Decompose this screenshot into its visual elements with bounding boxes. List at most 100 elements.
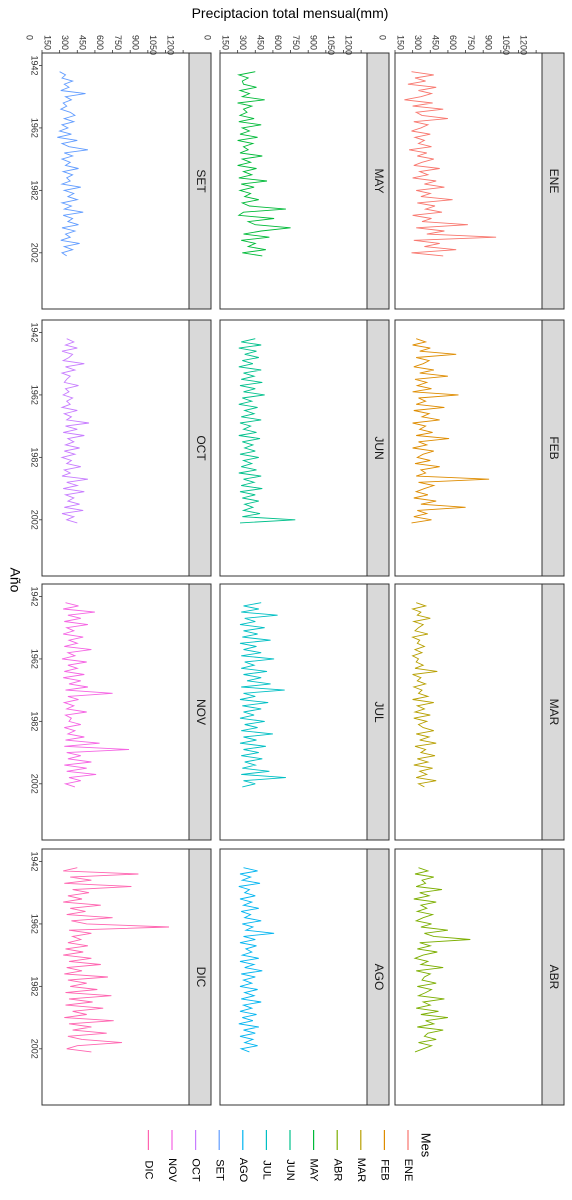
legend-label-jun: JUN <box>284 1159 296 1180</box>
strip-label-oct: OCT <box>194 435 208 461</box>
x-tick-label-dic-1982: 1982 <box>30 976 40 996</box>
series-line-jul <box>239 602 286 788</box>
y-tick-label-ene-300: 300 <box>413 35 423 50</box>
panel-ene <box>394 52 543 310</box>
y-tick-label-ene-600: 600 <box>448 35 458 50</box>
y-tick-label-may-450: 450 <box>256 35 266 50</box>
y-tick-label-may-750: 750 <box>291 35 301 50</box>
y-tick-label-set-750: 750 <box>113 35 123 50</box>
strip-dic <box>188 848 212 1106</box>
legend-label-jul: JUL <box>260 1160 272 1180</box>
y-tick-label-ene-1200: 1200 <box>519 35 529 55</box>
panel-abr <box>394 848 543 1106</box>
strip-label-dic: DIC <box>194 967 208 988</box>
panel-jun <box>219 319 368 577</box>
x-tick-label-nov-1982: 1982 <box>30 711 40 731</box>
strip-label-ago: AGO <box>372 964 386 991</box>
series-line-may <box>237 71 291 257</box>
legend-label-dic: DIC <box>142 1161 154 1180</box>
legend-title: Mes <box>419 1133 434 1158</box>
y-tick-label-may-0: 0 <box>203 35 213 40</box>
legend-label-set: SET <box>213 1159 225 1181</box>
y-tick-label-ene-150: 150 <box>395 35 405 50</box>
panel-set <box>41 52 190 310</box>
strip-may <box>366 52 390 310</box>
legend-label-may: MAY <box>308 1158 320 1182</box>
y-tick-label-ene-1050: 1050 <box>501 35 511 55</box>
strip-ene <box>541 52 565 310</box>
y-tick-label-set-900: 900 <box>130 35 140 50</box>
x-tick-label-nov-1942: 1942 <box>30 586 40 606</box>
legend-label-feb: FEB <box>378 1159 390 1180</box>
y-tick-label-may-150: 150 <box>220 35 230 50</box>
x-tick-label-oct-1962: 1962 <box>30 385 40 405</box>
panel-nov <box>41 583 190 841</box>
x-tick-label-dic-1962: 1962 <box>30 914 40 934</box>
legend-label-ene: ENE <box>402 1159 414 1182</box>
x-tick-label-nov-2002: 2002 <box>30 774 40 794</box>
legend-label-nov: NOV <box>166 1158 178 1183</box>
series-line-oct <box>60 338 90 524</box>
panel-ago <box>219 848 368 1106</box>
x-tick-label-set-1942: 1942 <box>30 55 40 75</box>
strip-label-may: MAY <box>372 168 386 193</box>
series-line-feb <box>411 338 490 524</box>
strip-set <box>188 52 212 310</box>
series-line-set <box>57 71 88 257</box>
strip-label-abr: ABR <box>547 965 561 990</box>
x-tick-label-dic-2002: 2002 <box>30 1039 40 1059</box>
y-tick-label-set-0: 0 <box>25 35 35 40</box>
strip-label-feb: FEB <box>547 436 561 459</box>
strip-label-jul: JUL <box>372 701 386 723</box>
strip-ago <box>366 848 390 1106</box>
series-line-nov <box>61 602 130 788</box>
x-axis-title: Año <box>7 568 23 593</box>
strip-mar <box>541 583 565 841</box>
y-tick-label-may-300: 300 <box>238 35 248 50</box>
panel-oct <box>41 319 190 577</box>
series-line-jun <box>238 338 296 524</box>
x-tick-label-nov-1962: 1962 <box>30 649 40 669</box>
strip-jul <box>366 583 390 841</box>
strip-feb <box>541 319 565 577</box>
y-axis-title: Preciptacion total mensual(mm) <box>192 5 389 21</box>
x-tick-label-oct-1942: 1942 <box>30 322 40 342</box>
y-tick-label-set-300: 300 <box>60 35 70 50</box>
strip-nov <box>188 583 212 841</box>
series-line-abr <box>413 867 471 1053</box>
y-tick-label-ene-450: 450 <box>431 35 441 50</box>
y-tick-label-ene-750: 750 <box>466 35 476 50</box>
y-tick-label-ene-0: 0 <box>378 35 388 40</box>
x-tick-label-oct-1982: 1982 <box>30 447 40 467</box>
y-tick-label-may-1200: 1200 <box>344 35 354 55</box>
series-line-dic <box>63 867 170 1053</box>
y-tick-label-set-600: 600 <box>95 35 105 50</box>
y-tick-label-set-150: 150 <box>42 35 52 50</box>
series-line-ago <box>238 867 275 1053</box>
strip-oct <box>188 319 212 577</box>
x-tick-label-set-2002: 2002 <box>30 243 40 263</box>
y-tick-label-set-450: 450 <box>78 35 88 50</box>
strip-label-ene: ENE <box>547 169 561 194</box>
panel-feb <box>394 319 543 577</box>
strip-label-set: SET <box>194 169 208 193</box>
legend-label-oct: OCT <box>190 1158 202 1182</box>
series-line-mar <box>411 602 438 788</box>
strip-jun <box>366 319 390 577</box>
panel-jul <box>219 583 368 841</box>
panel-dic <box>41 848 190 1106</box>
x-tick-label-dic-1942: 1942 <box>30 851 40 871</box>
x-tick-label-oct-2002: 2002 <box>30 510 40 530</box>
y-tick-label-set-1200: 1200 <box>166 35 176 55</box>
strip-label-mar: MAR <box>547 699 561 726</box>
strip-label-nov: NOV <box>194 699 208 725</box>
x-tick-label-set-1982: 1982 <box>30 180 40 200</box>
legend-label-mar: MAR <box>355 1158 367 1183</box>
strip-label-jun: JUN <box>372 436 386 459</box>
y-tick-label-ene-900: 900 <box>483 35 493 50</box>
series-line-ene <box>404 71 497 257</box>
y-tick-label-set-1050: 1050 <box>148 35 158 55</box>
x-tick-label-set-1962: 1962 <box>30 118 40 138</box>
